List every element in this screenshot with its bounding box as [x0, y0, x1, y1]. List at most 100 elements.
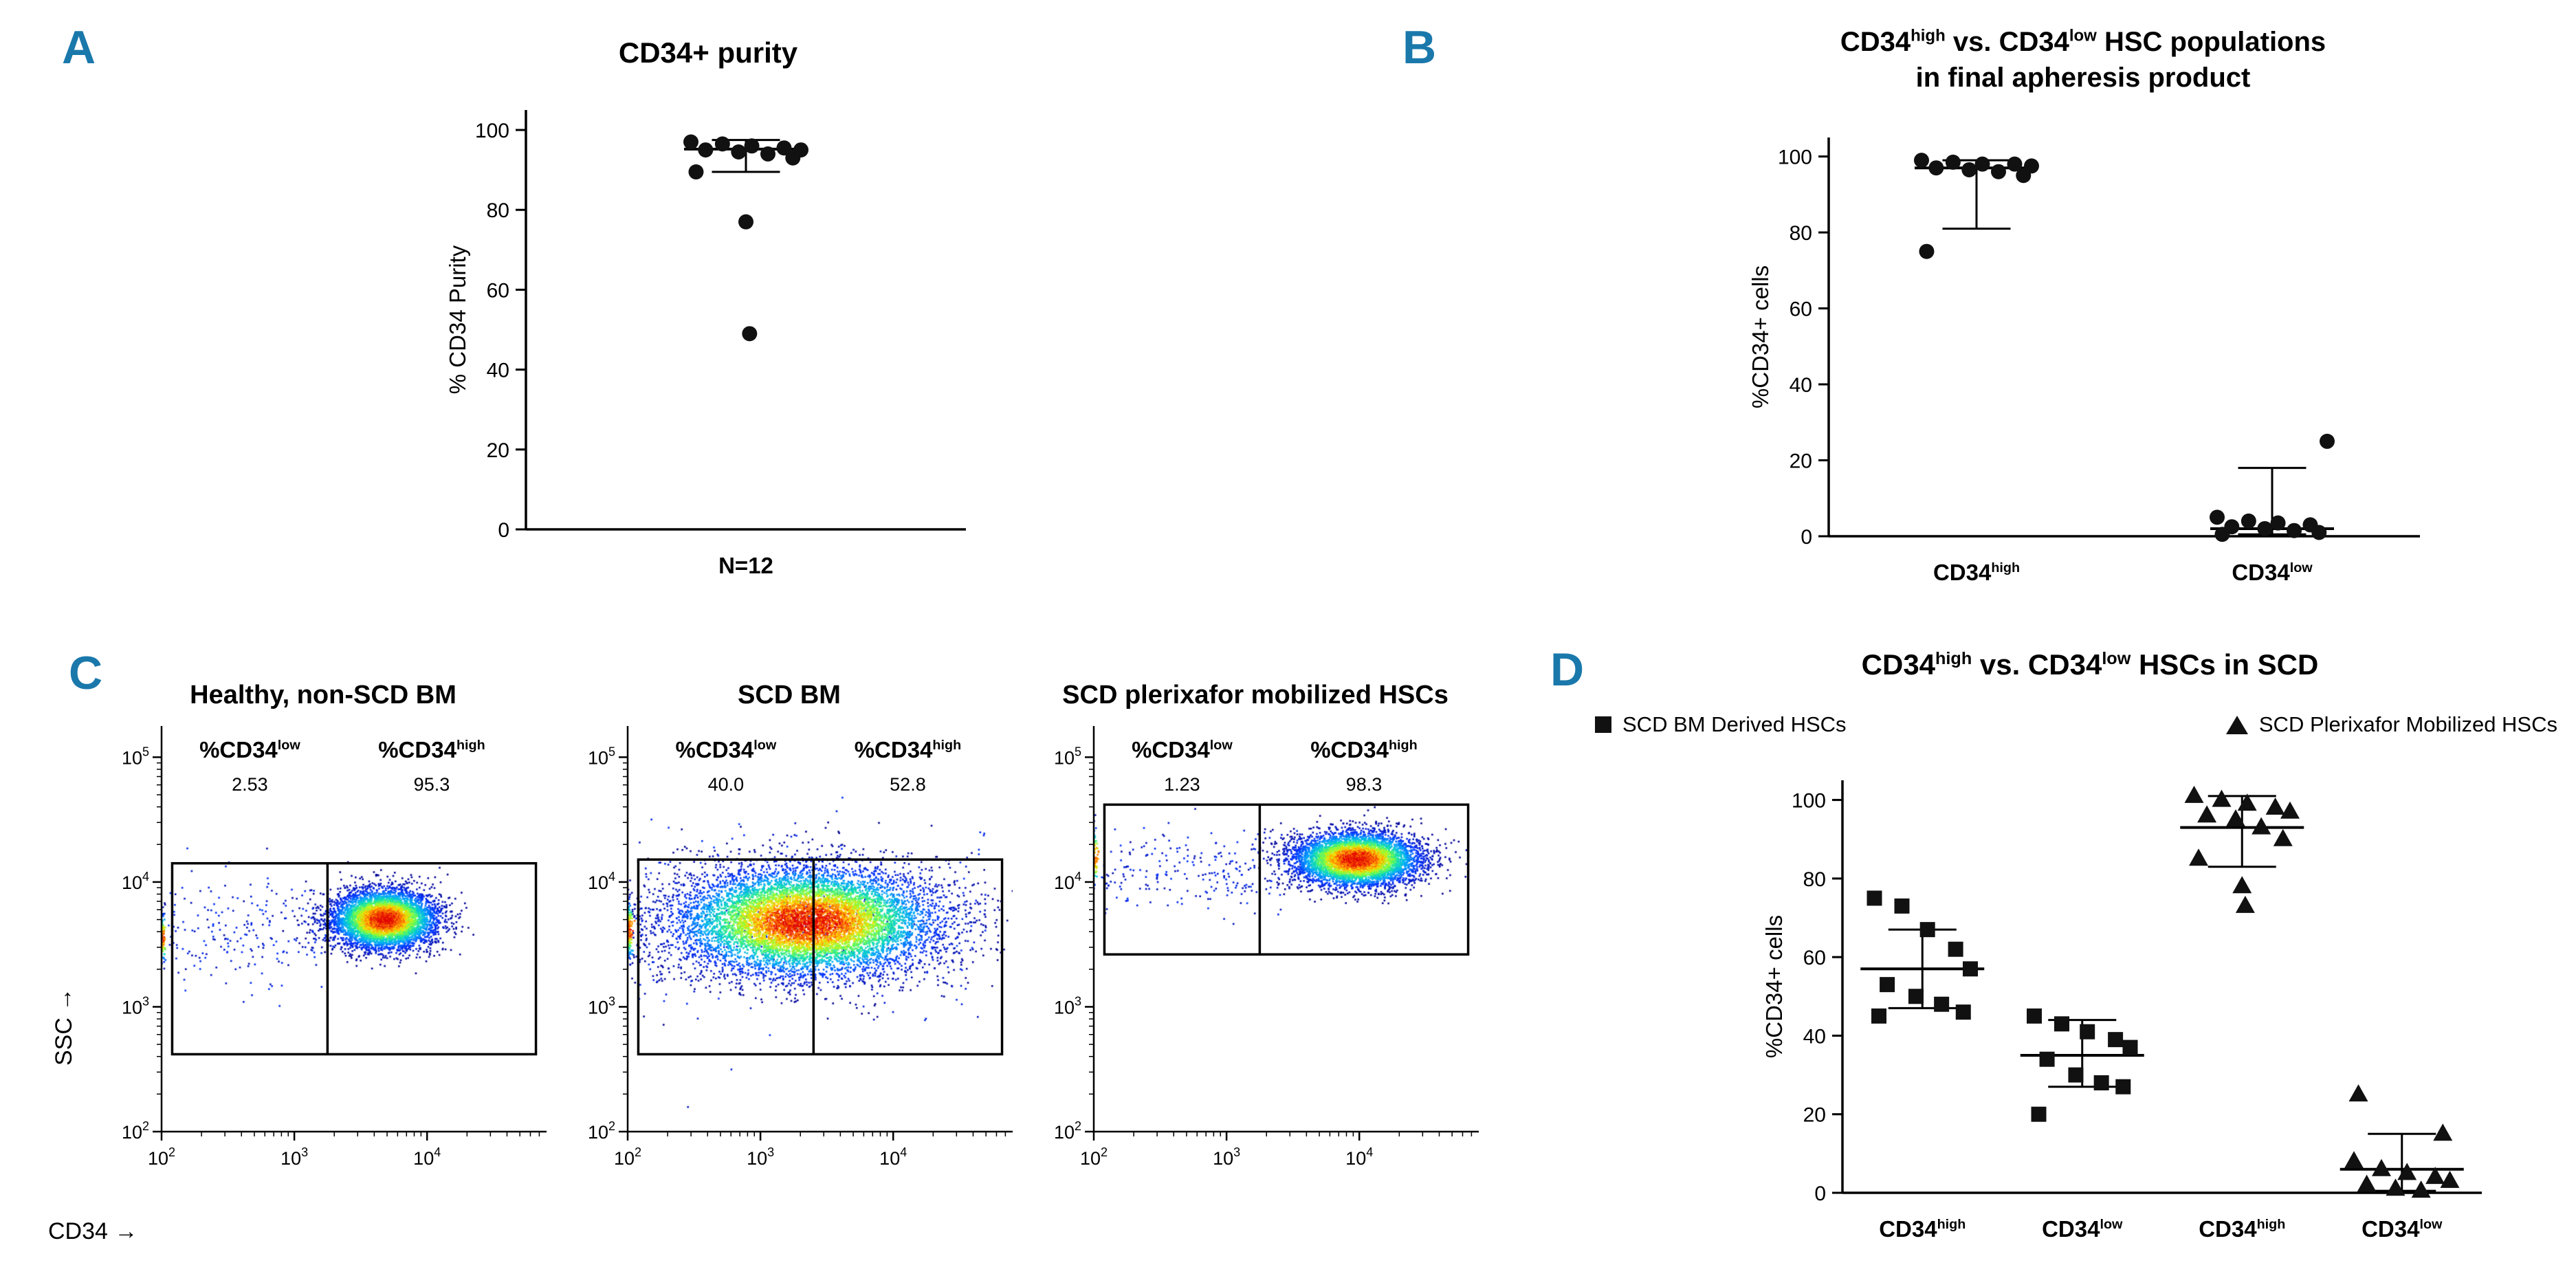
x-group-label: N=12: [718, 553, 773, 578]
flow-plots: Healthy, non-SCD BM 102 103 104 105 102 103 104…: [96, 671, 1482, 1194]
chart-svg: 0 20 40 60 80 100 % CD34 Purity: [445, 110, 966, 542]
chart-svg: 0 20 40 60 80 100 %CD34+ cells: [1748, 138, 2420, 549]
gate-label: %CD34high: [378, 737, 485, 762]
square-marker-icon: [1595, 716, 1611, 733]
panel-c-label: C: [69, 647, 103, 699]
ssc-axis-label: SSC →: [51, 987, 77, 1066]
svg-text:105: 105: [122, 745, 149, 768]
svg-text:105: 105: [588, 745, 615, 768]
triangle-marker-icon: [2225, 715, 2248, 734]
gate-label: %CD34low: [199, 737, 300, 762]
gate-value: 1.23: [1164, 774, 1200, 795]
panel-a-label: A: [62, 21, 96, 74]
panel-b-title-line1: CD34high vs. CD34low HSC populations: [1840, 26, 2326, 57]
svg-text:104: 104: [1345, 1145, 1373, 1169]
svg-text:103: 103: [747, 1145, 774, 1169]
panel-d-chart: 0 20 40 60 80 100 %CD34+ cells CD34high CD34low C…: [1753, 756, 2509, 1279]
panel-b: B CD34high vs. CD34low HSC populations i…: [1375, 14, 2475, 619]
svg-text:20: 20: [1803, 1104, 1826, 1127]
svg-text:102: 102: [588, 1119, 615, 1143]
gate-value: 2.53: [232, 774, 268, 795]
cd34-axis-label: CD34 →: [48, 1218, 138, 1244]
gate-value: 52.8: [890, 774, 926, 795]
flow-plot: SCD BM 102 103 104 105 102 103 104 %CD34low 40.0%…: [562, 671, 1016, 1194]
svg-text:100: 100: [1792, 790, 1826, 813]
svg-text:103: 103: [1054, 994, 1081, 1018]
svg-text:103: 103: [588, 994, 615, 1018]
flow-plot-area: 102 103 104 105 102 103 104 %CD34low 2.53 %CD34hi…: [96, 719, 550, 1194]
legend-item-plerixafor: SCD Plerixafor Mobilized HSCs: [2225, 712, 2557, 737]
x-group-label: CD34low: [2232, 560, 2313, 585]
x-group-label: CD34low: [2042, 1216, 2123, 1242]
x-group-label: CD34high: [1933, 560, 2021, 585]
x-group-label: CD34high: [2199, 1216, 2286, 1242]
gate-label: %CD34low: [1132, 737, 1233, 762]
flow-plot-title: SCD BM: [738, 681, 841, 710]
flow-plot-area: 102 103 104 105 102 103 104 %CD34low 40.0 %CD34hi…: [562, 719, 1016, 1194]
flow-plot: SCD plerixafor mobilized HSCs 102 103 104 10…: [1028, 671, 1482, 1194]
panel-d-title: CD34high vs. CD34low HSCs in SCD: [1861, 648, 2319, 681]
svg-text:102: 102: [122, 1119, 149, 1143]
svg-text:60: 60: [487, 279, 509, 302]
gate-value: 40.0: [707, 774, 745, 795]
panel-d-label: D: [1550, 644, 1585, 696]
flow-plot-title: SCD plerixafor mobilized HSCs: [1062, 681, 1449, 710]
svg-text:40: 40: [1790, 374, 1812, 397]
svg-text:102: 102: [1080, 1145, 1108, 1169]
svg-text:80: 80: [1790, 222, 1812, 245]
svg-text:104: 104: [879, 1145, 907, 1169]
svg-text:80: 80: [1803, 868, 1826, 891]
svg-text:60: 60: [1790, 298, 1812, 321]
svg-text:104: 104: [122, 870, 149, 893]
svg-text:20: 20: [487, 439, 509, 462]
gate-label: %CD34high: [1310, 737, 1418, 762]
svg-text:0: 0: [498, 519, 509, 542]
svg-text:104: 104: [588, 870, 615, 893]
flow-density-canvas: [1094, 726, 1479, 1132]
gate-label: %CD34high: [854, 737, 962, 762]
x-group-label: CD34low: [2362, 1216, 2443, 1242]
panel-a-title: CD34+ purity: [618, 36, 798, 69]
legend-label-plerixafor: SCD Plerixafor Mobilized HSCs: [2258, 712, 2557, 736]
panel-b-label: B: [1402, 21, 1437, 74]
svg-text:% CD34 Purity: % CD34 Purity: [445, 245, 470, 394]
flow-plot: Healthy, non-SCD BM 102 103 104 105 102 103 104…: [96, 671, 550, 1194]
svg-text:103: 103: [1213, 1145, 1240, 1169]
svg-text:80: 80: [487, 199, 509, 222]
chart-svg: 102 103 104 105 102 103 104: [1054, 726, 1479, 1169]
x-group-label: CD34high: [1879, 1216, 1966, 1242]
legend: SCD BM Derived HSCs SCD Plerixafor Mobil…: [1595, 712, 2557, 737]
legend-item-bm: SCD BM Derived HSCs: [1595, 712, 1847, 737]
svg-text:104: 104: [413, 1145, 441, 1169]
svg-text:104: 104: [1054, 870, 1081, 893]
svg-text:20: 20: [1790, 450, 1812, 473]
chart-svg: 102 103 104 105 102 103 104: [588, 726, 1013, 1169]
svg-text:0: 0: [1801, 526, 1812, 549]
gate-value: 95.3: [413, 774, 450, 795]
gate-label: %CD34low: [675, 737, 777, 762]
svg-text:%CD34+ cells: %CD34+ cells: [1761, 915, 1787, 1058]
panel-b-chart: 0 20 40 60 80 100 %CD34+ cells CD34high CD34low: [1732, 117, 2461, 619]
chart-svg: 0 20 40 60 80 100 %CD34+ cells: [1761, 780, 2482, 1205]
svg-text:102: 102: [148, 1145, 175, 1169]
flow-density-canvas: [162, 726, 547, 1132]
svg-text:102: 102: [1054, 1119, 1081, 1143]
svg-text:103: 103: [280, 1145, 308, 1169]
svg-text:102: 102: [614, 1145, 641, 1169]
svg-text:40: 40: [487, 360, 509, 382]
chart-svg: 102 103 104 105 102 103 104: [122, 726, 547, 1169]
flow-plot-title: Healthy, non-SCD BM: [190, 681, 456, 710]
svg-text:%CD34+ cells: %CD34+ cells: [1748, 265, 1773, 408]
panel-a-chart: 0 20 40 60 80 100 % CD34 Purity N=12: [433, 89, 997, 612]
panel-d: D CD34high vs. CD34low HSCs in SCD SCD B…: [1547, 639, 2576, 1287]
panel-a: A CD34+ purity 0 20 40 60 80 100 % CD34 Purity…: [48, 14, 983, 619]
svg-text:0: 0: [1814, 1182, 1826, 1205]
svg-text:103: 103: [122, 994, 149, 1018]
svg-text:100: 100: [475, 120, 509, 142]
svg-text:105: 105: [1054, 745, 1081, 768]
panel-b-title: CD34high vs. CD34low HSC populations in …: [1671, 24, 2496, 96]
gate-value: 98.3: [1345, 774, 1383, 795]
svg-text:60: 60: [1803, 947, 1826, 969]
svg-text:40: 40: [1803, 1025, 1826, 1048]
